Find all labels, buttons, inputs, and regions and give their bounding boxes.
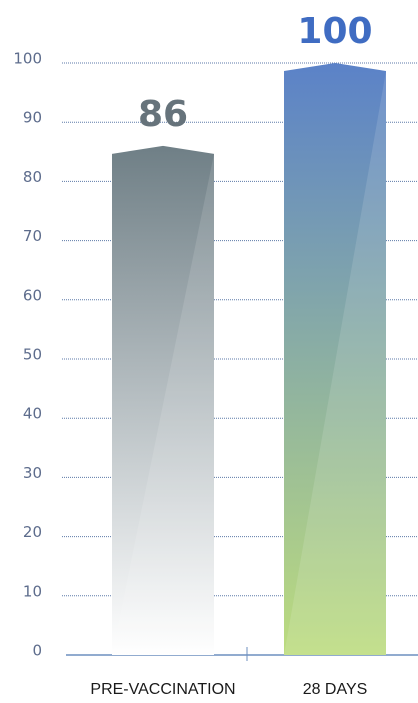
y-tick-label: 20 [23,523,42,541]
y-tick-label: 30 [23,464,42,482]
y-tick-label: 80 [23,168,42,186]
data-label: 86 [138,94,188,135]
y-tick-label: 50 [23,346,42,364]
data-label: 100 [297,11,372,52]
bar [112,145,214,655]
bar [284,63,386,655]
x-tick-label: PRE-VACCINATION [90,681,235,698]
y-tick-label: 90 [23,109,42,127]
y-tick-label: 100 [13,50,42,68]
y-tick-label: 10 [23,582,42,600]
x-tick-label: 28 DAYS [303,681,368,698]
y-tick-label: 60 [23,286,42,304]
y-tick-label: 0 [32,642,42,660]
bar-highlight [284,71,386,655]
y-tick-label: 40 [23,405,42,423]
y-tick-label: 70 [23,227,42,245]
bar-highlight [112,153,214,655]
